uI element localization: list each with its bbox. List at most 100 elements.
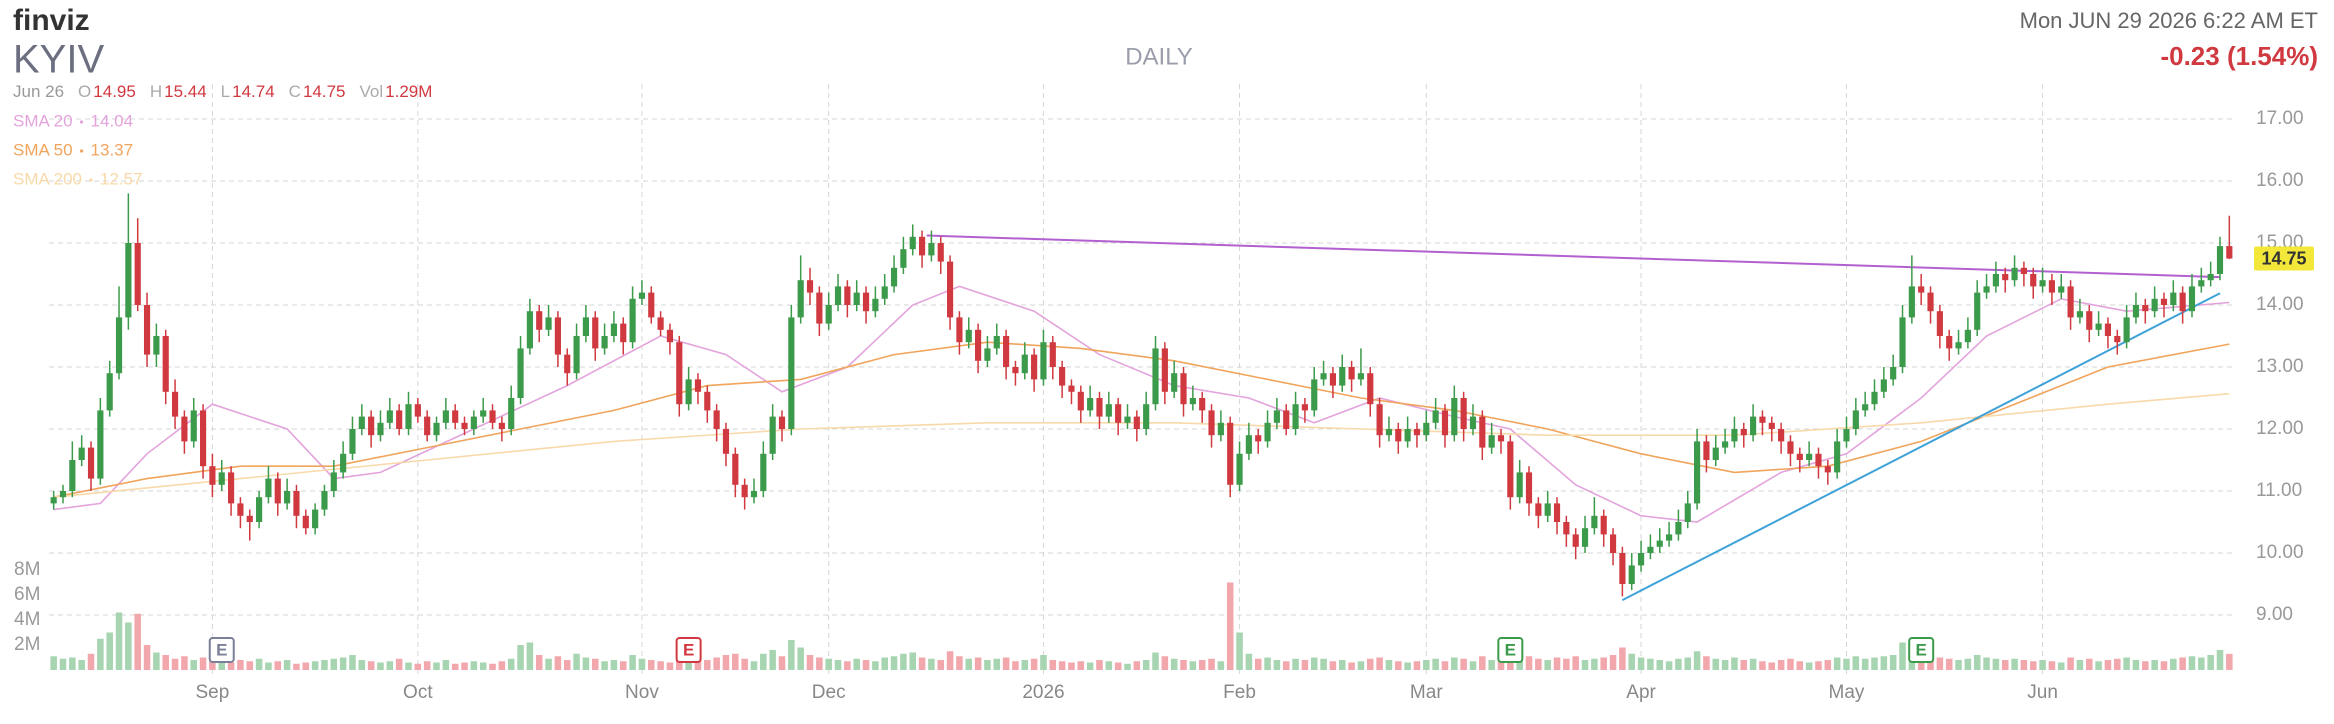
volume-bar (470, 661, 478, 670)
candle-body (909, 236, 916, 250)
volume-bar (1096, 660, 1103, 670)
candle-body (246, 515, 253, 522)
candle-body (928, 243, 935, 256)
candle-body (1003, 336, 1010, 367)
candle-body (732, 453, 739, 485)
volume-bar (1320, 658, 1327, 670)
volume-bar (741, 658, 748, 670)
candle-body (610, 323, 618, 336)
volume-bar (2188, 656, 2196, 670)
volume-bar (2104, 660, 2112, 670)
volume-bar (1479, 656, 1486, 670)
candle-body (442, 410, 449, 423)
x-tick-label: Feb (1223, 682, 1256, 703)
volume-bar (1152, 652, 1159, 670)
legend-value: 13.37 (91, 140, 134, 159)
logo[interactable]: finviz (13, 4, 90, 37)
candle-body (694, 379, 702, 392)
candle-body (1787, 441, 1794, 454)
volume-tick-label: 2M (14, 634, 40, 655)
volume-bar (1488, 660, 1495, 670)
candle-body (788, 317, 795, 429)
volume-bar (1226, 582, 1234, 670)
volume-bar (732, 653, 739, 670)
candle-body (1862, 404, 1869, 411)
earnings-label: E (1916, 640, 1927, 659)
volume-bar (2160, 661, 2168, 670)
candle-body (1451, 398, 1458, 436)
volume-bar (1124, 663, 1131, 670)
volume-bar (349, 655, 356, 670)
candle-body (1264, 422, 1271, 442)
volume-bar (1936, 657, 1944, 670)
candle-body (1936, 311, 1943, 336)
volume-bar (900, 653, 907, 670)
candle-body (1553, 503, 1561, 522)
volume-bar (181, 656, 188, 670)
volume-bar (2198, 657, 2205, 670)
candle-body (536, 311, 543, 330)
trendline (1621, 292, 2221, 602)
candle-body (2048, 280, 2055, 293)
volume-bar (1497, 661, 1505, 670)
candle-body (256, 497, 263, 522)
volume-bar (909, 652, 916, 670)
candle-body (844, 286, 851, 305)
volume-bar (2085, 658, 2093, 670)
volume-bar (993, 658, 1001, 670)
candle-body (1301, 404, 1308, 411)
volume-bar (1133, 661, 1141, 670)
candle-body (1964, 329, 1971, 343)
candle-body (1059, 367, 1066, 386)
volume-bar (265, 662, 272, 670)
volume-bar (1796, 661, 1804, 670)
candle-body (78, 447, 85, 460)
candle-body (2207, 274, 2214, 281)
legend-name: SMA 20 (13, 111, 73, 130)
volume-bar (1348, 662, 1355, 670)
price-change: -0.23 (1.54%) (2160, 41, 2318, 71)
candle-body (676, 342, 683, 405)
volume-bar (629, 655, 636, 670)
candle-body (1133, 416, 1140, 429)
volume-bar (1049, 660, 1057, 670)
volume-bar (1983, 657, 1990, 670)
candle-body (1404, 429, 1411, 442)
candle-body (769, 416, 776, 454)
volume-bar (358, 660, 366, 670)
volume-bar (274, 661, 282, 670)
volume-bar (489, 663, 496, 670)
candle-body (1339, 367, 1346, 386)
candle-body (162, 336, 169, 392)
volume-bar (1404, 662, 1411, 670)
volume-bar (1254, 658, 1262, 670)
candle-body (1161, 348, 1168, 392)
candle-body (1591, 515, 1598, 529)
x-tick-label: May (1829, 682, 1865, 703)
candle-body (1283, 410, 1290, 429)
candle-body (1684, 503, 1691, 522)
candle-body (1740, 429, 1747, 436)
volume-bar (573, 653, 580, 670)
volume-bar (591, 658, 599, 670)
volume-bar (1955, 660, 1962, 670)
volume-bar (1002, 657, 1010, 670)
volume-bar (461, 662, 468, 670)
volume-bar (1703, 656, 1710, 670)
y-tick-label: 9.00 (2256, 604, 2293, 625)
candle-body (1357, 373, 1365, 380)
volume-bar (806, 655, 814, 670)
candle-body (1955, 342, 1962, 349)
candle-body (330, 472, 337, 491)
earnings-label: E (683, 640, 694, 659)
volume-bar (1675, 658, 1682, 670)
info-text: Vol (360, 82, 384, 101)
candle-body (461, 422, 468, 429)
volume-bar (1749, 658, 1757, 670)
y-tick-label: 17.00 (2256, 108, 2304, 129)
volume-bar (1964, 658, 1972, 670)
candle-body (480, 410, 487, 417)
candle-body (115, 317, 123, 374)
volume-bar (1245, 653, 1253, 670)
